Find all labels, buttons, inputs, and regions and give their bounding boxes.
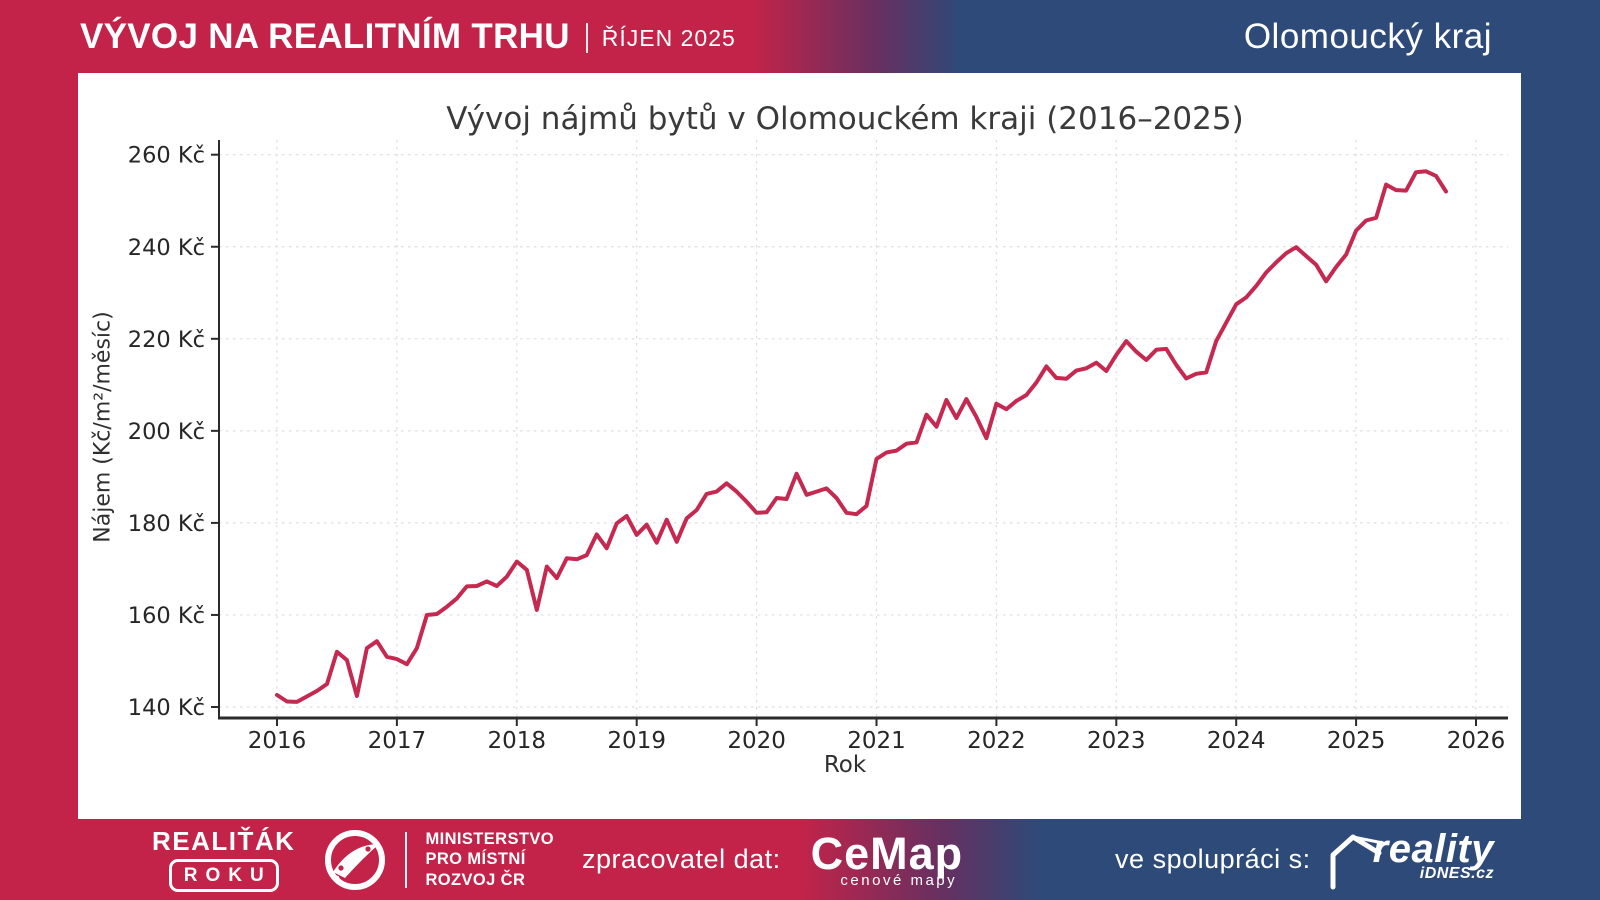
y-tick-label: 140 Kč: [128, 695, 205, 721]
y-tick-label: 200 Kč: [128, 419, 205, 445]
ministry-line2: PRO MÍSTNÍ: [425, 850, 526, 869]
x-tick-label: 2018: [488, 728, 547, 754]
y-tick-label: 180 Kč: [128, 511, 205, 537]
idnes-name: reality: [1372, 826, 1494, 871]
y-tick-label: 240 Kč: [128, 235, 205, 261]
reality-idnes-logo: reality iDNES.cz: [1327, 829, 1494, 891]
footer-separator: [405, 831, 408, 888]
x-tick-label: 2016: [248, 728, 307, 754]
y-tick-label: 220 Kč: [128, 327, 205, 353]
right-accent-strip: [1521, 0, 1600, 900]
left-accent-strip: [0, 0, 78, 900]
partner-label: ve spolupráci s:: [1115, 844, 1311, 874]
ministry-emblem-icon: [325, 829, 386, 890]
header-title: VÝVOJ NA REALITNÍM TRHU: [80, 16, 570, 56]
x-axis-label: Rok: [823, 752, 867, 778]
x-tick-label: 2022: [967, 728, 1026, 754]
realitak-roku-logo: REALIŤÁK ROKU: [152, 828, 295, 892]
x-tick-label: 2017: [368, 728, 427, 754]
x-tick-label: 2020: [727, 728, 786, 754]
idnes-sub: iDNES.cz: [1419, 864, 1494, 882]
roku-badge: ROKU: [168, 858, 279, 892]
header-period: ŘÍJEN 2025: [601, 24, 736, 51]
realitak-label: REALIŤÁK: [152, 825, 296, 856]
y-tick-label: 260 Kč: [128, 143, 205, 169]
ministry-label: MINISTERSTVO PRO MÍSTNÍ ROZVOJ ČR: [425, 829, 554, 889]
header-region: Olomoucký kraj: [1243, 16, 1492, 56]
cemap-logo: CeMap cenové mapy: [811, 831, 964, 889]
rent-series-line: [275, 169, 1448, 704]
house-icon: [1330, 834, 1385, 889]
ministry-line1: MINISTERSTVO: [425, 830, 554, 849]
cemap-name: CeMap: [810, 827, 964, 879]
header-separator: [585, 22, 588, 53]
footer-bar: REALIŤÁK ROKU MINISTERSTVO PRO MÍSTNÍ RO…: [0, 819, 1600, 900]
header-bar: VÝVOJ NA REALITNÍM TRHU ŘÍJEN 2025 Olomo…: [0, 0, 1600, 73]
x-tick-label: 2025: [1327, 728, 1386, 754]
y-tick-label: 160 Kč: [128, 603, 205, 629]
cemap-subtitle: cenové mapy: [840, 871, 958, 889]
data-provider-label: zpracovatel dat:: [582, 844, 781, 874]
chart-title: Vývoj nájmů bytů v Olomouckém kraji (201…: [446, 101, 1244, 137]
chart-panel: [78, 73, 1521, 819]
x-tick-label: 2024: [1207, 728, 1266, 754]
x-tick-label: 2026: [1447, 728, 1506, 754]
idnes-text: reality iDNES.cz: [1373, 829, 1494, 883]
x-tick-label: 2019: [607, 728, 666, 754]
ministry-line3: ROZVOJ ČR: [425, 870, 526, 889]
x-tick-label: 2023: [1087, 728, 1146, 754]
x-tick-label: 2021: [847, 728, 906, 754]
